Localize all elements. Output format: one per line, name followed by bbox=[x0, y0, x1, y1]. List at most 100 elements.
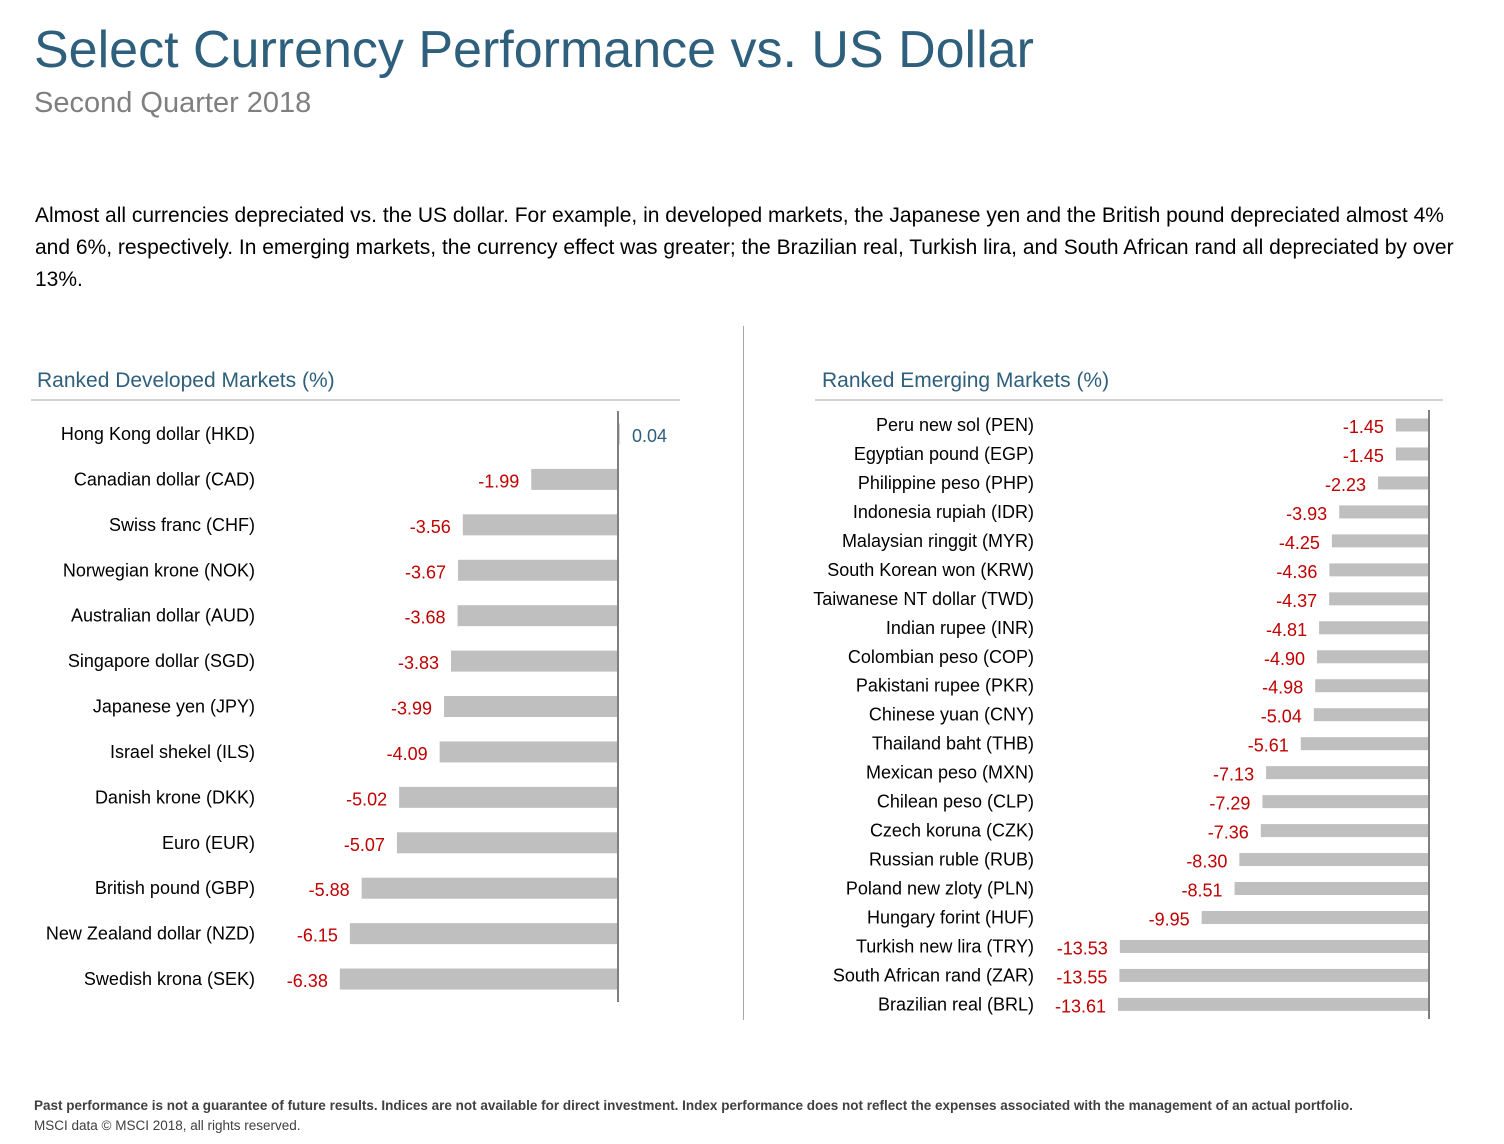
data-label: -5.61 bbox=[1248, 736, 1289, 756]
data-label: -1.99 bbox=[478, 471, 519, 491]
category-label: Japanese yen (JPY) bbox=[93, 697, 255, 717]
category-label: Danish krone (DKK) bbox=[95, 787, 255, 807]
data-label: -1.45 bbox=[1343, 417, 1384, 437]
category-label: Russian ruble (RUB) bbox=[869, 850, 1034, 870]
bar bbox=[396, 832, 618, 854]
bar bbox=[457, 559, 618, 581]
category-label: Australian dollar (AUD) bbox=[71, 606, 255, 626]
category-label: South African rand (ZAR) bbox=[833, 965, 1034, 985]
category-label: British pound (GBP) bbox=[95, 878, 255, 898]
bar bbox=[1234, 882, 1429, 896]
bar bbox=[1118, 997, 1429, 1011]
bar bbox=[531, 468, 618, 490]
page-title: Select Currency Performance vs. US Dolla… bbox=[34, 21, 1034, 79]
bar bbox=[439, 741, 618, 763]
chart-title-emerging: Ranked Emerging Markets (%) bbox=[822, 369, 1109, 392]
data-label: -6.15 bbox=[297, 926, 338, 946]
data-label: -4.37 bbox=[1276, 591, 1317, 611]
bar bbox=[1201, 910, 1429, 924]
footer-disclaimer: Past performance is not a guarantee of f… bbox=[34, 1098, 1353, 1113]
bar bbox=[1395, 418, 1429, 432]
category-label: Indonesia rupiah (IDR) bbox=[853, 502, 1034, 522]
bar bbox=[1329, 563, 1429, 577]
data-label: -5.07 bbox=[344, 835, 385, 855]
category-label: New Zealand dollar (NZD) bbox=[46, 924, 255, 944]
category-label: Chilean peso (CLP) bbox=[877, 792, 1034, 812]
intro-text: Almost all currencies depreciated vs. th… bbox=[35, 204, 1454, 291]
bar bbox=[339, 968, 618, 990]
bar bbox=[451, 650, 618, 672]
category-label: Poland new zloty (PLN) bbox=[846, 879, 1034, 899]
category-label: Swedish krona (SEK) bbox=[84, 969, 255, 989]
page-subtitle: Second Quarter 2018 bbox=[34, 87, 312, 119]
category-label: Israel shekel (ILS) bbox=[110, 742, 255, 762]
category-label: Pakistani rupee (PKR) bbox=[856, 676, 1034, 696]
category-label: South Korean won (KRW) bbox=[827, 560, 1034, 580]
bar bbox=[1313, 708, 1429, 722]
data-label: -1.45 bbox=[1343, 446, 1384, 466]
data-label: -7.36 bbox=[1208, 823, 1249, 843]
data-label: -13.53 bbox=[1057, 938, 1108, 958]
bar bbox=[1260, 824, 1429, 838]
data-label: -4.25 bbox=[1279, 533, 1320, 553]
bar bbox=[457, 605, 618, 627]
category-label: Hungary forint (HUF) bbox=[867, 907, 1034, 927]
bar bbox=[1317, 650, 1429, 664]
chart-title-developed: Ranked Developed Markets (%) bbox=[37, 369, 335, 392]
data-label: -4.09 bbox=[387, 744, 428, 764]
data-label: -3.56 bbox=[410, 517, 451, 537]
bar bbox=[349, 923, 618, 945]
bar bbox=[1331, 534, 1429, 548]
bar bbox=[1239, 853, 1429, 867]
bar bbox=[1319, 621, 1429, 635]
category-label: Czech koruna (CZK) bbox=[870, 821, 1034, 841]
bar bbox=[1378, 476, 1429, 490]
category-label: Malaysian ringgit (MYR) bbox=[842, 531, 1034, 551]
bar bbox=[1339, 505, 1429, 519]
bar bbox=[462, 514, 618, 536]
data-label: -3.93 bbox=[1286, 504, 1327, 524]
bar bbox=[1119, 968, 1429, 982]
category-label: Hong Kong dollar (HKD) bbox=[61, 424, 255, 444]
category-label: Mexican peso (MXN) bbox=[866, 763, 1034, 783]
category-label: Thailand baht (THB) bbox=[872, 734, 1034, 754]
bar bbox=[1329, 592, 1429, 606]
data-label: -5.88 bbox=[309, 880, 350, 900]
data-label: -2.23 bbox=[1325, 475, 1366, 495]
panel-divider bbox=[743, 326, 744, 1020]
category-label: Chinese yuan (CNY) bbox=[869, 705, 1034, 725]
data-label: -8.30 bbox=[1186, 852, 1227, 872]
data-label: -4.98 bbox=[1262, 678, 1303, 698]
bar bbox=[444, 696, 618, 718]
data-label: -13.55 bbox=[1056, 967, 1107, 987]
bar bbox=[1315, 679, 1429, 693]
bar bbox=[399, 786, 618, 808]
category-label: Egyptian pound (EGP) bbox=[854, 444, 1034, 464]
data-label: 0.04 bbox=[632, 426, 667, 446]
data-label: -7.13 bbox=[1213, 765, 1254, 785]
data-label: -3.67 bbox=[405, 562, 446, 582]
bar bbox=[1300, 737, 1429, 751]
data-label: -4.90 bbox=[1264, 649, 1305, 669]
data-label: -9.95 bbox=[1149, 909, 1190, 929]
data-label: -8.51 bbox=[1182, 881, 1223, 901]
category-label: Peru new sol (PEN) bbox=[876, 415, 1034, 435]
data-label: -6.38 bbox=[287, 971, 328, 991]
data-label: -5.04 bbox=[1261, 707, 1302, 727]
category-label: Taiwanese NT dollar (TWD) bbox=[813, 589, 1034, 609]
bar bbox=[1119, 939, 1429, 953]
data-label: -3.83 bbox=[398, 653, 439, 673]
data-label: -13.61 bbox=[1055, 996, 1106, 1016]
bar bbox=[1262, 795, 1429, 809]
data-label: -3.68 bbox=[405, 608, 446, 628]
category-label: Euro (EUR) bbox=[162, 833, 255, 853]
data-label: -4.81 bbox=[1266, 620, 1307, 640]
category-label: Indian rupee (INR) bbox=[886, 618, 1034, 638]
data-label: -5.02 bbox=[346, 789, 387, 809]
data-label: -4.36 bbox=[1276, 562, 1317, 582]
category-label: Norwegian krone (NOK) bbox=[63, 560, 255, 580]
category-label: Canadian dollar (CAD) bbox=[74, 469, 255, 489]
footer: Past performance is not a guarantee of f… bbox=[34, 1096, 1353, 1136]
category-label: Turkish new lira (TRY) bbox=[856, 936, 1034, 956]
